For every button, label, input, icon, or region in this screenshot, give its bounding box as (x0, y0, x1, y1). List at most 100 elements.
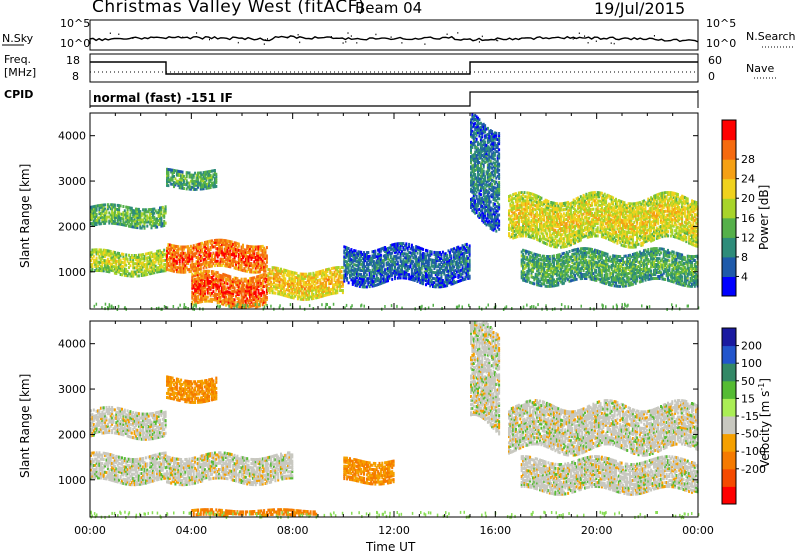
echo-cell (392, 271, 395, 275)
echo-cell (209, 299, 212, 303)
echo-cell (336, 280, 339, 284)
echo-cell (195, 187, 198, 191)
echo-cell (226, 250, 229, 253)
echo-cell (215, 247, 218, 251)
echo-cell (243, 248, 246, 252)
echo-cell (202, 171, 205, 175)
echo-cell (387, 261, 390, 265)
echo-cell (209, 254, 212, 258)
echo-cell (329, 292, 332, 296)
echo-cell (365, 285, 368, 289)
echo-cell (489, 159, 492, 163)
echo-cell (168, 268, 171, 272)
echo-cell (105, 269, 108, 273)
echo-cell (118, 206, 121, 210)
echo-cell (256, 266, 259, 270)
echo-cell (333, 283, 336, 287)
echo-cell (356, 270, 359, 274)
echo-cell (351, 272, 354, 276)
echo-cell (216, 281, 219, 285)
echo-cell (340, 289, 343, 292)
echo-cell (417, 272, 420, 276)
echo-cell (209, 281, 212, 285)
echo-cell (332, 291, 335, 295)
echo-cell (401, 264, 404, 268)
echo-cell (247, 265, 250, 269)
echo-cell (360, 254, 363, 258)
echo-cell (251, 266, 254, 270)
echo-cell (157, 253, 160, 257)
echo-cell (95, 212, 98, 216)
echo-cell (389, 256, 392, 260)
echo-cell (111, 264, 114, 268)
echo-cell (139, 261, 142, 265)
echo-cell (402, 262, 405, 266)
echo-cell (223, 249, 226, 253)
echo-cell (156, 225, 159, 229)
echo-cell (311, 276, 314, 280)
echo-cell (180, 247, 183, 251)
echo-cell (239, 305, 242, 309)
echo-cell (177, 251, 180, 255)
echo-cell (133, 221, 136, 225)
nsearch-dot (584, 35, 586, 37)
echo-cell (133, 211, 136, 215)
echo-cell (102, 252, 105, 256)
echo-cell (235, 276, 238, 280)
echo-cell (299, 285, 302, 289)
echo-cell (251, 264, 254, 268)
echo-cell (118, 264, 121, 268)
echo-cell (98, 204, 101, 208)
echo-cell (415, 247, 418, 251)
echo-cell (211, 264, 214, 268)
echo-cell (205, 261, 208, 265)
echo-cell (333, 285, 336, 289)
echo-cell (403, 264, 406, 268)
echo-cell (311, 288, 314, 292)
echo-cell (205, 255, 208, 259)
echo-cell (377, 266, 380, 270)
echo-cell (115, 272, 118, 275)
echo-cell (375, 283, 378, 287)
echo-cell (235, 260, 238, 264)
echo-cell (142, 261, 145, 265)
echo-cell (168, 258, 171, 262)
echo-cell (213, 239, 216, 242)
echo-cell (91, 215, 94, 219)
echo-cell (378, 262, 381, 266)
echo-cell (130, 223, 133, 227)
echo-cell (237, 242, 240, 246)
echo-cell (185, 257, 188, 261)
echo-cell (243, 283, 246, 287)
echo-cell (106, 251, 109, 255)
echo-cell (159, 220, 162, 224)
echo-cell (249, 289, 252, 293)
echo-cell (202, 187, 205, 191)
echo-cell (157, 259, 160, 263)
echo-cell (202, 254, 205, 257)
echo-cell (387, 255, 390, 258)
echo-cell (180, 176, 183, 180)
echo-cell (225, 287, 228, 291)
echo-cell (147, 270, 150, 274)
echo-cell (184, 251, 187, 255)
nsearch-dot (578, 32, 580, 34)
echo-cell (337, 274, 340, 278)
echo-cell (246, 285, 249, 289)
echo-cell (205, 186, 208, 190)
echo-cell (413, 270, 416, 274)
echo-cell (197, 173, 200, 177)
echo-cell (378, 282, 381, 286)
echo-cell (166, 265, 169, 269)
echo-cell (336, 268, 339, 272)
echo-cell (182, 187, 185, 190)
echo-cell (106, 259, 109, 263)
echo-cell (332, 283, 335, 287)
echo-cell (199, 259, 202, 262)
freq-tick-max: 18 (66, 54, 80, 67)
echo-cell (189, 175, 192, 179)
echo-cell (396, 266, 399, 270)
echo-cell (253, 270, 256, 274)
echo-cell (163, 269, 166, 273)
echo-cell (102, 248, 105, 252)
